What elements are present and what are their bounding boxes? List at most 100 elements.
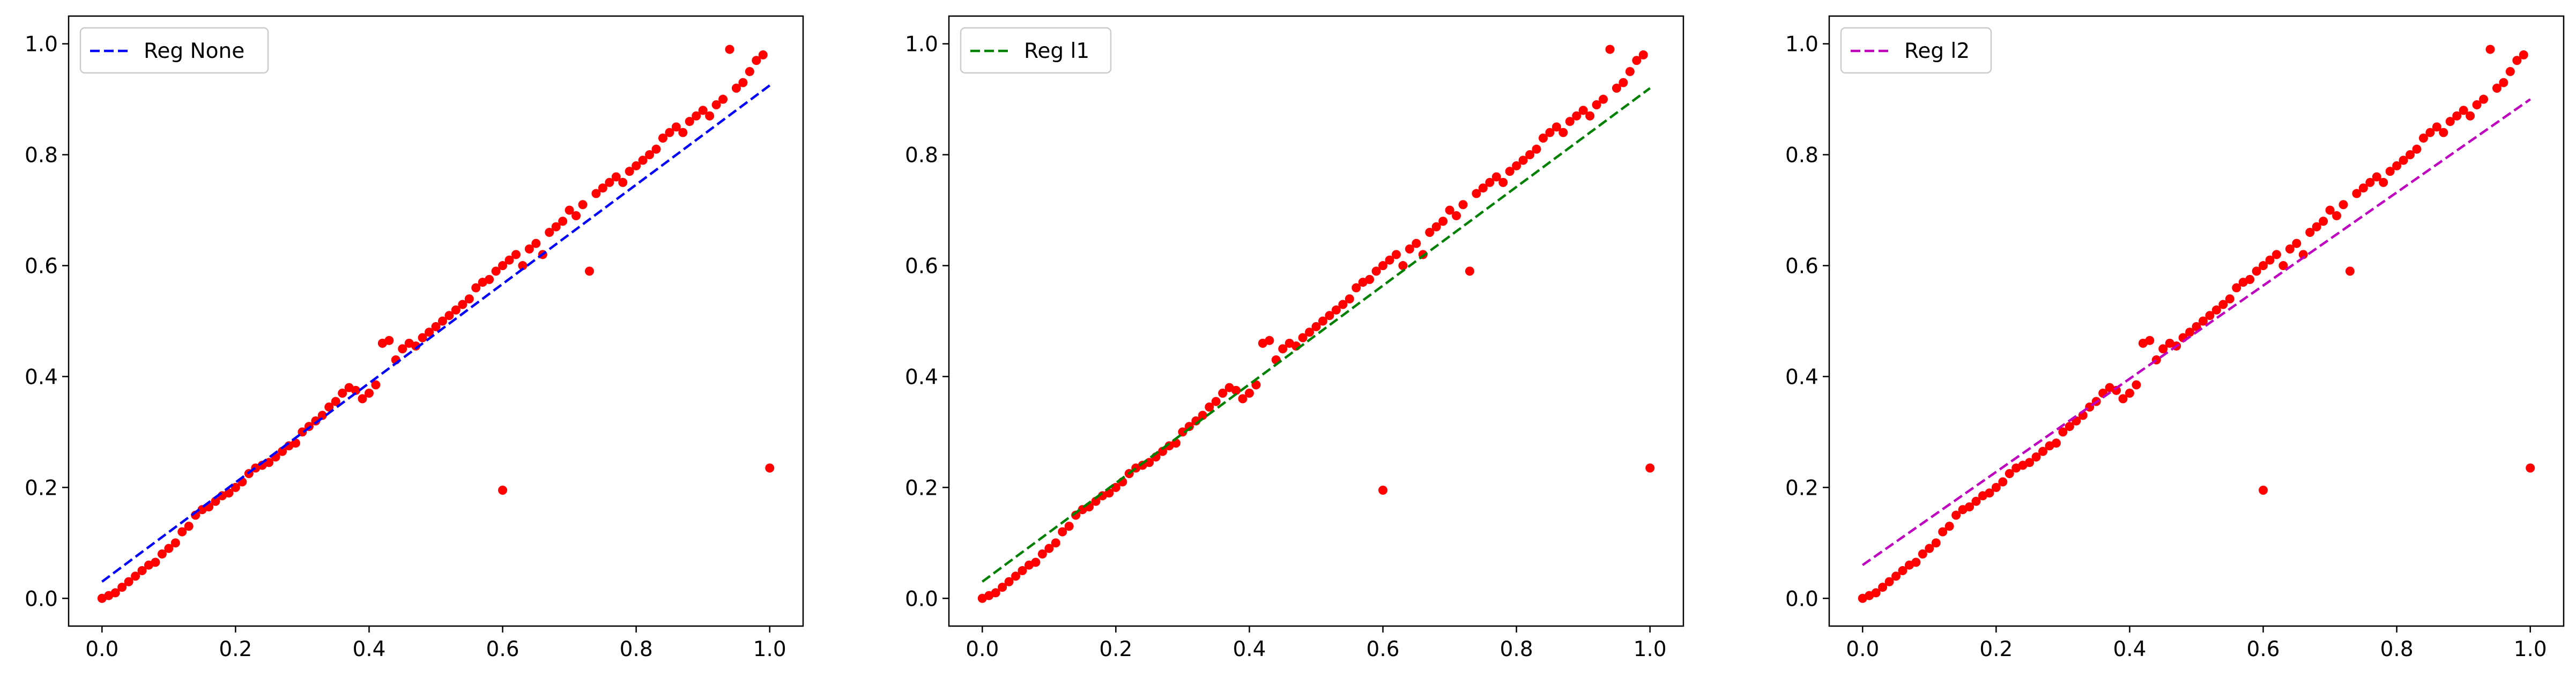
y-tick-label: 0.6 [1785, 255, 1818, 279]
data-point [705, 111, 715, 121]
data-point [731, 83, 741, 93]
data-point [1871, 588, 1881, 598]
x-tick-label: 0.0 [966, 637, 999, 661]
x-tick-label: 0.2 [219, 637, 252, 661]
y-tick-label: 0.4 [905, 365, 938, 389]
data-point [2418, 133, 2428, 143]
data-point [2205, 311, 2215, 321]
data-point [2031, 452, 2041, 462]
data-point [998, 583, 1007, 592]
data-point [1911, 557, 1921, 567]
data-point [1944, 522, 1954, 531]
data-point [651, 144, 661, 154]
data-point [137, 566, 147, 576]
data-point [1965, 502, 1974, 512]
data-point [151, 557, 160, 567]
data-point [1205, 402, 1214, 412]
data-point [1985, 488, 1994, 498]
data-point [1371, 266, 1381, 276]
data-point [2325, 205, 2335, 215]
y-tick-label: 0.0 [905, 587, 938, 611]
data-point [1585, 111, 1595, 121]
data-point [2372, 172, 2381, 182]
data-point [745, 66, 754, 76]
data-point [358, 394, 367, 404]
data-point [1938, 527, 1948, 537]
data-point [384, 336, 394, 345]
x-tick-label: 1.0 [753, 637, 786, 661]
data-point [1458, 200, 1468, 210]
data-point [2232, 283, 2241, 293]
y-tick-label: 0.6 [25, 255, 58, 279]
data-point [1231, 385, 1241, 395]
data-point [1472, 189, 1481, 198]
x-tick-label: 0.6 [486, 637, 519, 661]
y-tick-label: 0.2 [1785, 476, 1818, 500]
data-point [752, 56, 761, 65]
data-point [2132, 380, 2141, 390]
y-tick-label: 0.2 [25, 476, 58, 500]
data-point [718, 94, 728, 104]
data-point [1452, 211, 1461, 220]
data-point [498, 261, 508, 271]
data-point [2292, 239, 2302, 248]
data-point [531, 239, 541, 248]
data-point [1018, 566, 1027, 576]
x-tick-label: 0.0 [85, 637, 118, 661]
data-point [1612, 83, 1621, 93]
x-tick-label: 1.0 [1634, 637, 1667, 661]
subplot-reg-l2: 0.0 0.2 0.4 0.6 0.8 1.0 0.0 0.2 0.4 0.6 0.8 1.0 Reg … [1785, 15, 2565, 661]
data-point [571, 211, 581, 220]
data-point [177, 527, 187, 537]
data-point [1931, 538, 1941, 548]
y-tick-label: 1.0 [25, 33, 58, 57]
data-point [170, 538, 180, 548]
data-point [311, 416, 321, 426]
data-point [2499, 78, 2508, 87]
data-point [1398, 261, 1408, 271]
data-point [1178, 427, 1187, 437]
data-point [2225, 294, 2234, 304]
data-point [1991, 482, 2001, 492]
data-point [425, 328, 434, 337]
data-point [1385, 255, 1394, 265]
data-point [110, 588, 120, 598]
y-tick-label: 0.8 [1785, 144, 1818, 168]
data-point [1578, 106, 1588, 115]
data-point [2245, 274, 2255, 284]
x-tick-label: 0.0 [1846, 637, 1879, 661]
data-point [1491, 172, 1501, 182]
data-point [485, 274, 494, 284]
data-point [1898, 566, 1907, 576]
y-tick-label: 0.0 [1785, 587, 1818, 611]
data-point [545, 227, 554, 237]
data-point [1011, 571, 1021, 581]
data-point [444, 311, 454, 321]
data-point [164, 544, 174, 553]
data-point [2145, 336, 2155, 345]
y-tick-label: 0.0 [25, 587, 58, 611]
y-tick-label: 1.0 [1785, 33, 1818, 57]
data-point [2192, 322, 2201, 331]
data-point [1218, 388, 1228, 398]
data-point [1044, 544, 1054, 553]
data-point [1619, 78, 1628, 87]
data-point [625, 167, 634, 176]
data-point [1632, 56, 1642, 65]
x-tick-label: 0.4 [2113, 637, 2146, 661]
data-point [411, 341, 421, 351]
data-point [2519, 50, 2528, 59]
y-tick-label: 1.0 [905, 33, 938, 57]
y-tick-label: 0.4 [25, 365, 58, 389]
x-tick-label: 0.6 [1367, 637, 1400, 661]
y-tick-label: 0.6 [905, 255, 938, 279]
data-point [1198, 411, 1207, 420]
data-point [1051, 538, 1060, 548]
data-point [504, 255, 514, 265]
data-point [1918, 549, 1927, 559]
data-point [1325, 311, 1334, 321]
data-point [1438, 217, 1448, 226]
data-point [2265, 255, 2275, 265]
data-point [2385, 167, 2395, 176]
data-point [1378, 261, 1388, 271]
